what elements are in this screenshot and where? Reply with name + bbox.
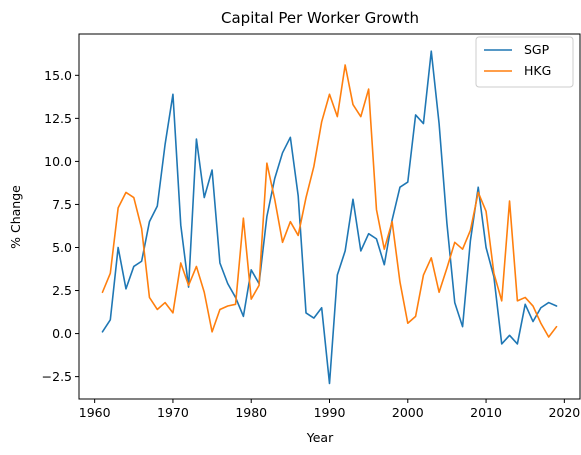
- y-axis: −2.5 0.0 2.5 5.0 7.5 10.0 12.5 15.0: [42, 68, 79, 384]
- x-tick-label: 2010: [470, 405, 502, 420]
- y-axis-label: % Change: [8, 185, 23, 249]
- y-tick-label: 0.0: [52, 326, 72, 341]
- series-line-hkg: [101, 64, 558, 338]
- x-tick-label: 1970: [157, 405, 189, 420]
- y-tick-label: 5.0: [52, 240, 72, 255]
- series-group: [101, 50, 558, 385]
- y-tick-label: 15.0: [44, 68, 72, 83]
- series-line-sgp: [101, 50, 558, 385]
- x-tick-label: 1980: [235, 405, 267, 420]
- plot-area: [78, 33, 581, 400]
- x-axis-label: Year: [306, 430, 334, 445]
- chart-title: Capital Per Worker Growth: [221, 9, 419, 27]
- legend: SGP HKG: [475, 36, 574, 88]
- x-tick-label: 2020: [548, 405, 580, 420]
- x-axis: 1960 1970 1980 1990 2000 2010 2020: [79, 399, 580, 420]
- x-tick-label: 1990: [314, 405, 346, 420]
- y-tick-label: 7.5: [52, 197, 72, 212]
- x-tick-label: 2000: [392, 405, 424, 420]
- legend-label-hkg: HKG: [524, 63, 551, 78]
- y-tick-label: 12.5: [44, 111, 72, 126]
- y-tick-label: 2.5: [52, 283, 72, 298]
- axes-frame: [78, 33, 581, 400]
- y-tick-label: −2.5: [42, 369, 72, 384]
- y-tick-label: 10.0: [44, 154, 72, 169]
- x-tick-label: 1960: [79, 405, 111, 420]
- legend-label-sgp: SGP: [524, 42, 550, 57]
